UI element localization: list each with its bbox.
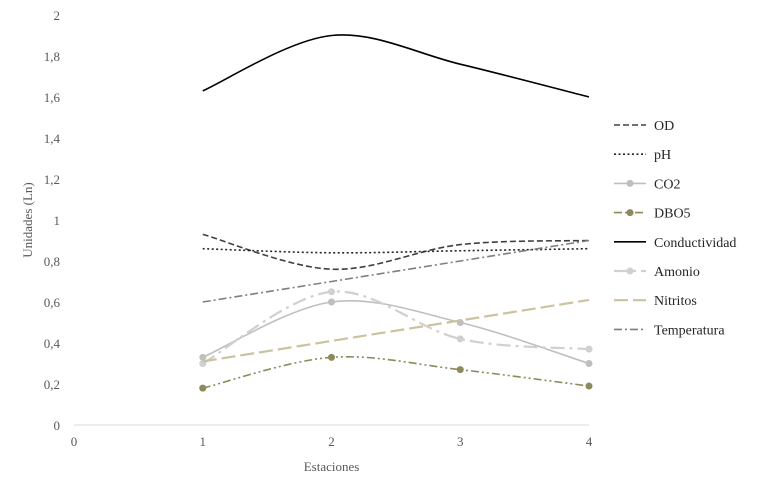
legend-label-ph: pH (654, 148, 671, 163)
series-line-nitritos (202, 298, 590, 363)
legend: OD pH CO2 DBO5 Conductividad Amonio Nitritos Te… (614, 119, 736, 338)
series-od (202, 233, 590, 271)
legend-entry-od: OD (614, 119, 674, 134)
data-point-co2 (199, 353, 207, 361)
legend-entry-dbo5: DBO5 (614, 207, 691, 222)
y-tick-label: 1,8 (44, 49, 60, 64)
legend-entry-amonio: Amonio (614, 265, 700, 280)
series-amonio (199, 288, 593, 367)
series-line-od (202, 233, 590, 271)
y-tick-label: 1,2 (44, 172, 60, 187)
data-point-amonio (585, 345, 593, 353)
y-axis-title: Unidades (Ln) (20, 182, 35, 257)
y-tick-label: 0,6 (44, 295, 61, 310)
legend-marker-co2 (626, 179, 634, 187)
y-tick-label: 1,6 (44, 90, 61, 105)
series-layer (199, 34, 593, 392)
data-point-co2 (585, 360, 593, 367)
legend-entry-nitritos: Nitritos (614, 294, 697, 309)
y-tick-label: 1 (54, 213, 61, 228)
axes: 0 0,2 0,4 0,6 0,8 1 1,2 1,4 1,6 1,8 2 0 1 2 3 4 (44, 8, 593, 449)
series-temperatura (202, 239, 590, 303)
series-dbo5 (199, 353, 593, 392)
x-axis-title: Estaciones (304, 459, 360, 474)
legend-entry-conductividad: Conductividad (614, 236, 736, 251)
series-line-temperatura (202, 239, 590, 303)
y-tick-label: 2 (54, 8, 61, 23)
y-tick-label: 1,4 (44, 131, 61, 146)
legend-label-temperatura: Temperatura (654, 323, 725, 338)
series-ph (202, 247, 590, 254)
legend-marker-amonio (626, 267, 634, 275)
series-line-amonio (202, 290, 590, 365)
legend-entry-co2: CO2 (614, 177, 680, 192)
series-line-ph (202, 247, 590, 254)
data-point-amonio (328, 288, 335, 296)
legend-label-nitritos: Nitritos (654, 294, 697, 309)
legend-label-od: OD (654, 119, 674, 134)
series-line-co2 (202, 299, 590, 365)
x-tick-label: 2 (328, 434, 335, 449)
x-tick-label: 1 (200, 434, 207, 449)
x-tick-label: 4 (586, 434, 593, 449)
data-point-co2 (328, 298, 335, 306)
y-tick-label: 0 (54, 418, 61, 433)
series-line-dbo5 (202, 356, 590, 389)
data-point-dbo5 (456, 366, 464, 374)
series-line-conductividad (202, 34, 590, 98)
data-point-dbo5 (199, 384, 207, 392)
legend-entry-temperatura: Temperatura (614, 323, 725, 338)
legend-entry-ph: pH (614, 148, 671, 163)
legend-marker-dbo5 (626, 209, 634, 217)
data-point-dbo5 (328, 353, 335, 361)
series-nitritos (202, 298, 590, 363)
legend-label-conductividad: Conductividad (654, 236, 736, 251)
data-point-dbo5 (585, 382, 593, 390)
y-tick-label: 0,8 (44, 254, 60, 269)
series-conductividad (202, 34, 590, 98)
data-point-amonio (456, 335, 464, 343)
x-tick-label: 0 (71, 434, 78, 449)
legend-label-amonio: Amonio (654, 265, 700, 280)
legend-label-dbo5: DBO5 (654, 207, 691, 222)
legend-label-co2: CO2 (654, 177, 680, 192)
y-tick-label: 0,4 (44, 336, 61, 351)
y-tick-label: 0,2 (44, 377, 60, 392)
x-tick-label: 3 (457, 434, 464, 449)
